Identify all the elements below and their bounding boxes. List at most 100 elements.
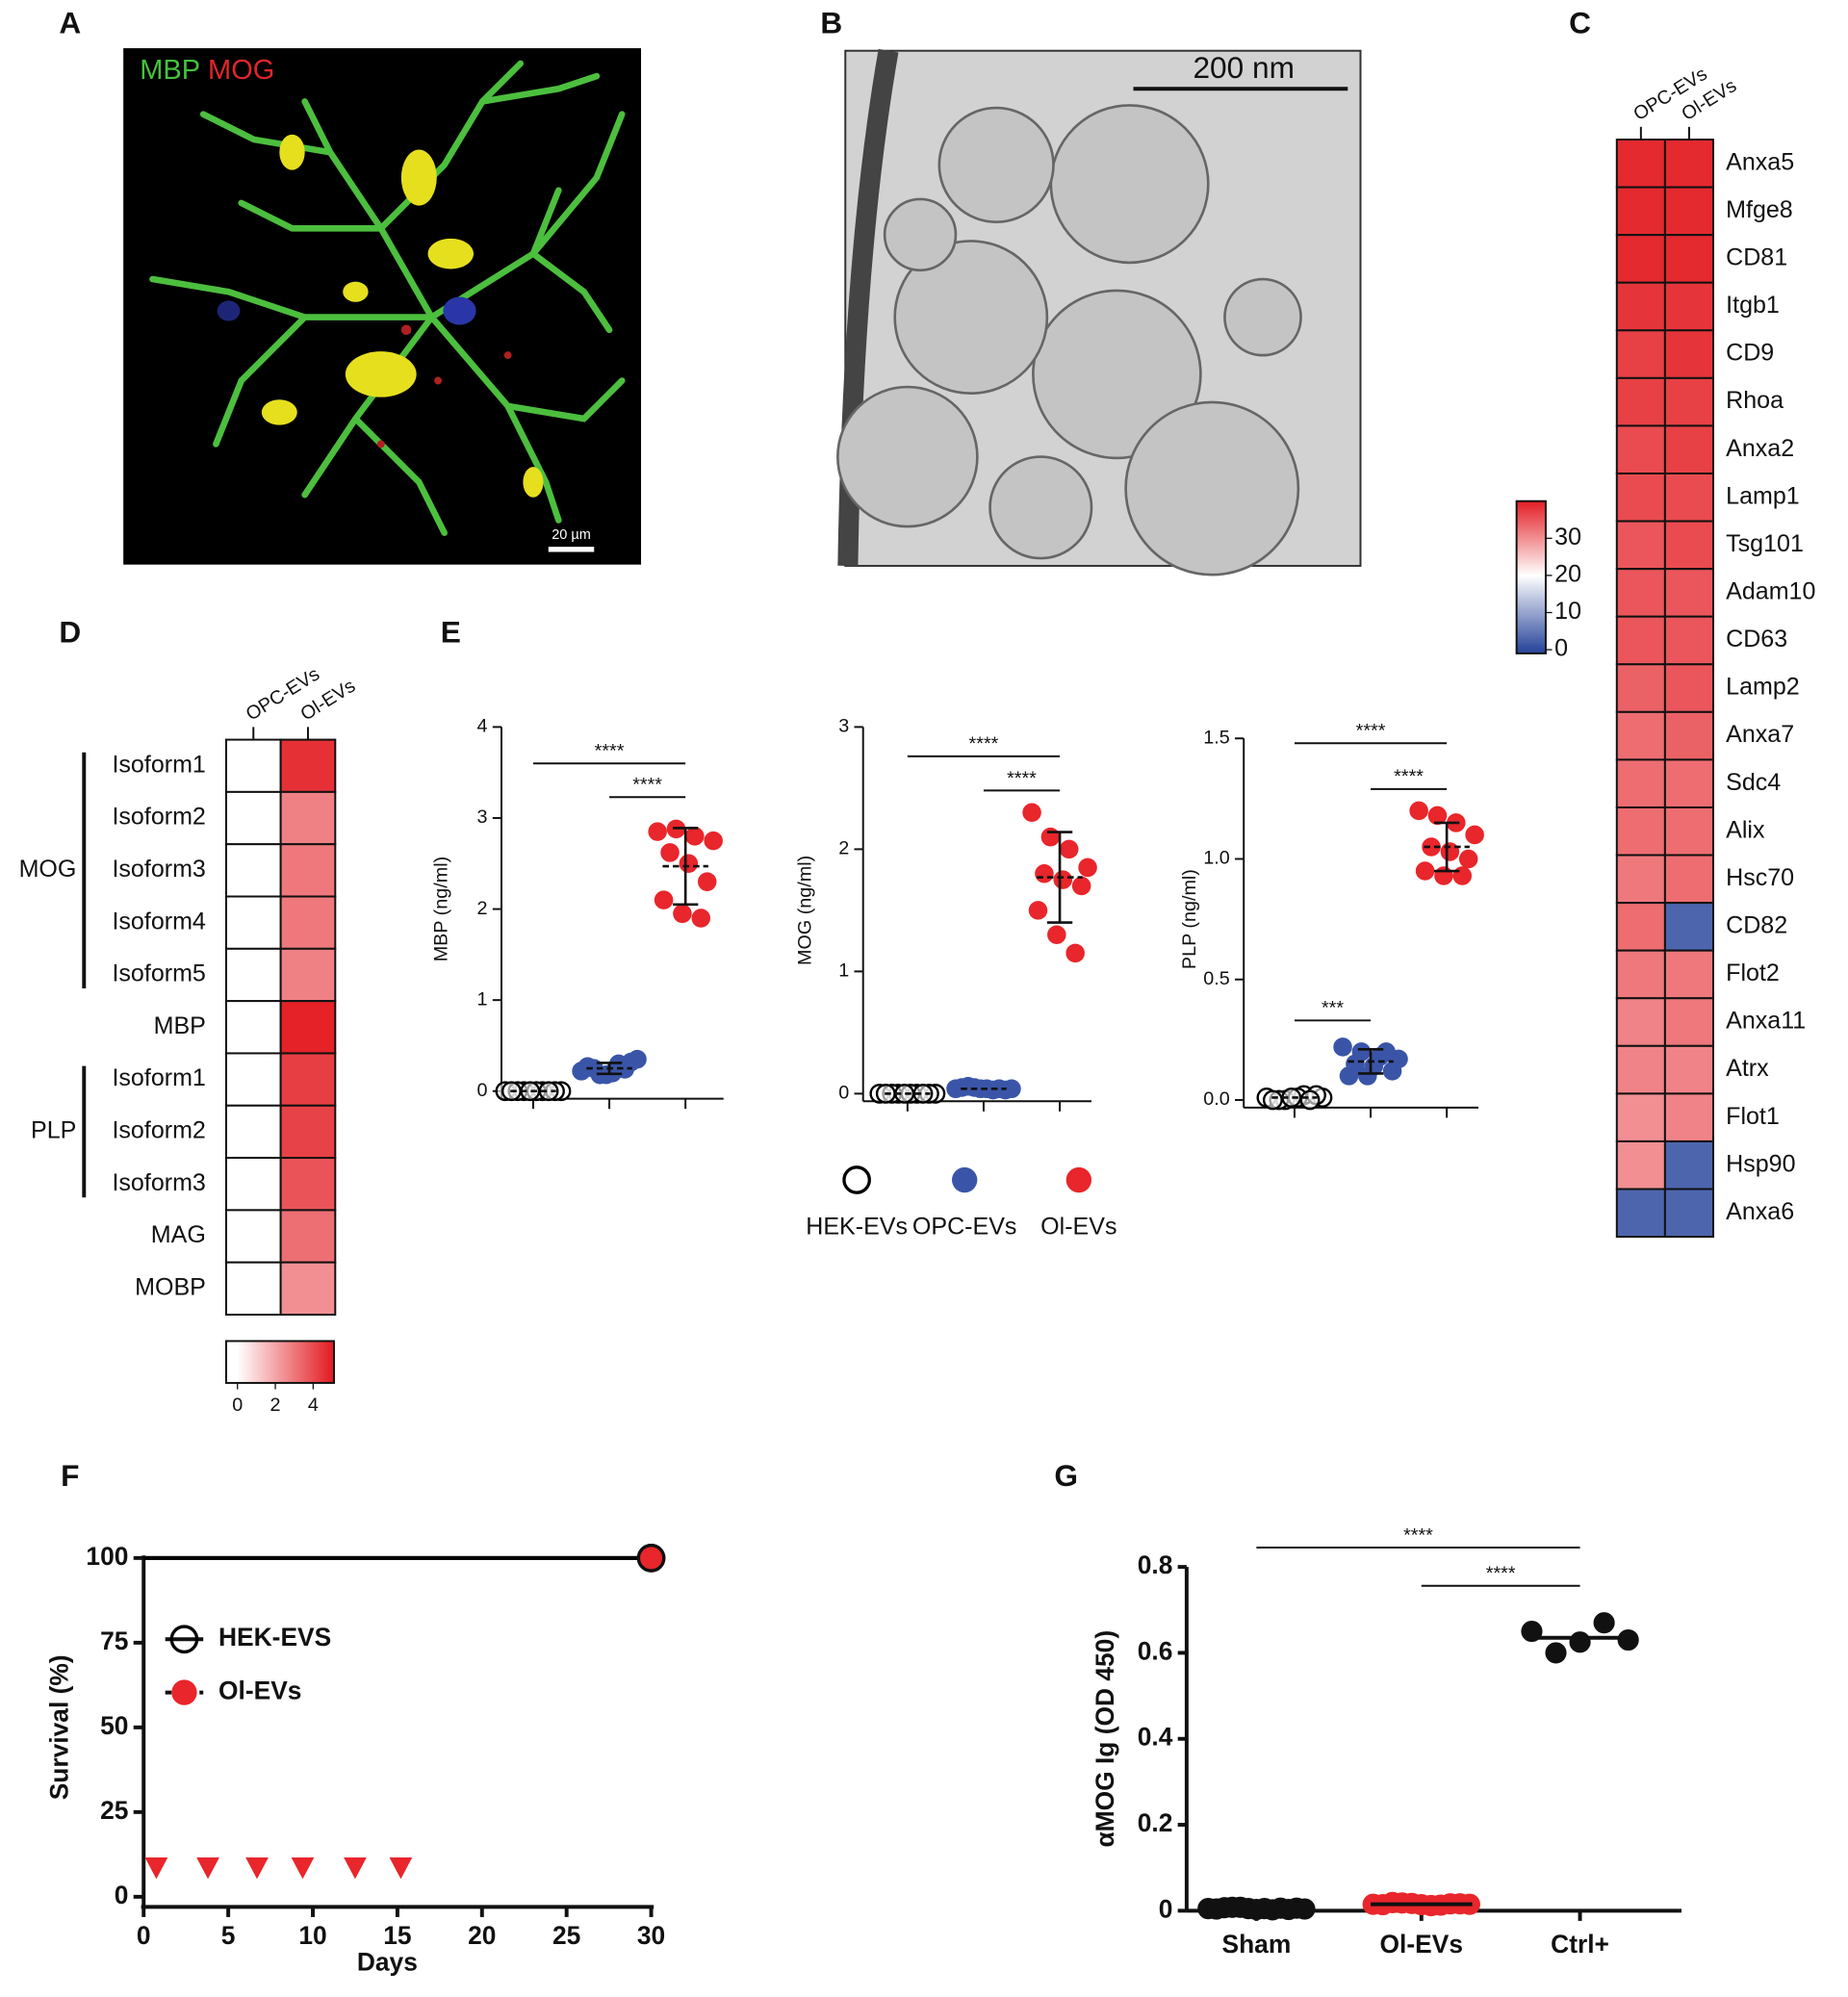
heatmap-cell	[279, 947, 337, 1003]
data-point	[685, 827, 705, 846]
legend-label: OPC-EVs	[912, 1214, 1017, 1241]
row-label: Flot1	[1726, 1103, 1780, 1130]
data-point	[704, 831, 723, 851]
scale-bar-label: 20 µm	[552, 527, 591, 543]
significance-label: ****	[1394, 766, 1424, 787]
panel-letter: A	[59, 6, 81, 40]
data-point	[679, 854, 699, 874]
row-label: Anxa11	[1726, 1008, 1806, 1035]
data-point	[648, 822, 667, 841]
heatmap-cell	[1663, 520, 1714, 571]
heatmap-cell	[1663, 1188, 1714, 1239]
heatmap-cell	[1615, 1139, 1666, 1191]
y-tick-label: 0.5	[1203, 968, 1229, 989]
row-label: Alix	[1726, 816, 1765, 843]
significance-label: ****	[1403, 1524, 1433, 1546]
row-label: MAG	[151, 1221, 206, 1248]
data-point	[1022, 803, 1041, 823]
data-point	[1065, 943, 1085, 963]
y-axis-label: MBP (ng/ml)	[430, 857, 451, 961]
legend-marker	[171, 1679, 197, 1705]
x-tick-label: Ol-EVs	[1380, 1930, 1463, 1959]
row-label: Itgb1	[1726, 292, 1780, 319]
stain-labels: MBP MOG	[140, 54, 274, 85]
row-label: Lamp1	[1726, 482, 1800, 509]
data-point	[989, 1079, 1009, 1099]
heatmap-cell	[279, 1000, 337, 1055]
colorbar	[1515, 499, 1547, 654]
injection-marker	[344, 1856, 367, 1880]
y-tick-label: 0	[838, 1083, 849, 1104]
heatmap-cell	[1615, 949, 1666, 1000]
y-tick-label: 2	[477, 898, 488, 919]
injection-marker	[196, 1856, 219, 1880]
heatmap-cell	[224, 947, 282, 1003]
heatmap-cell	[279, 1261, 337, 1317]
panel-letter: D	[59, 615, 81, 650]
colorbar-tick-label: 0	[1554, 635, 1568, 662]
data-point	[1376, 1042, 1396, 1062]
heatmap-cell	[224, 1157, 282, 1212]
legend-marker	[1065, 1166, 1092, 1193]
row-label: Atrx	[1726, 1055, 1769, 1082]
y-tick-label: 1.0	[1203, 848, 1229, 869]
row-label: Isoform3	[112, 1169, 205, 1196]
row-label: Lamp2	[1726, 674, 1800, 701]
x-tick-label: 15	[383, 1921, 411, 1950]
data-point	[1262, 1089, 1283, 1111]
heatmap-cell	[279, 1157, 337, 1212]
micrograph-a	[123, 48, 642, 565]
x-tick-label: 0	[137, 1921, 151, 1950]
scale-bar-label: 200 nm	[1193, 50, 1294, 85]
heatmap-cell	[1615, 663, 1666, 713]
heatmap-cell	[1615, 234, 1666, 284]
row-label: CD82	[1726, 911, 1787, 938]
row-label: Anxa5	[1726, 148, 1794, 175]
row-label: Anxa7	[1726, 721, 1794, 748]
end-marker	[636, 1544, 666, 1573]
heatmap-cell	[1615, 520, 1666, 571]
significance-label: ***	[1322, 998, 1344, 1019]
data-point	[1382, 1062, 1402, 1081]
significance-label: ****	[632, 775, 662, 796]
y-tick-label: 4	[477, 716, 488, 737]
row-label: Rhoa	[1726, 387, 1784, 414]
heatmap-cell	[1615, 758, 1666, 808]
row-label: Isoform1	[112, 751, 205, 778]
heatmap-cell	[1615, 376, 1666, 427]
heatmap-cell	[1663, 663, 1714, 713]
heatmap-cell	[1663, 902, 1714, 952]
legend-label: HEK-EVS	[218, 1623, 331, 1651]
data-point	[1452, 866, 1473, 885]
y-tick-label: 0	[477, 1080, 488, 1101]
heatmap-cell	[1663, 615, 1714, 666]
row-label: Anxa6	[1726, 1198, 1794, 1225]
legend-marker	[842, 1165, 871, 1194]
data-point	[654, 890, 674, 909]
x-tick-label: 25	[552, 1921, 580, 1950]
heatmap-cell	[1663, 424, 1714, 474]
y-tick-label: 50	[100, 1711, 128, 1740]
heatmap-cell	[1615, 329, 1666, 379]
heatmap-cell	[224, 1052, 282, 1107]
y-tick-label: 3	[477, 806, 488, 828]
y-tick-label: 0.2	[1138, 1808, 1173, 1837]
data-point	[1040, 827, 1061, 847]
heatmap-cell	[1615, 806, 1666, 857]
x-tick-label: 10	[298, 1921, 326, 1950]
data-point	[1358, 1066, 1377, 1086]
group-label: PLP	[31, 1117, 76, 1144]
row-label: Isoform1	[112, 1064, 205, 1091]
heatmap-cell	[224, 1000, 282, 1055]
heatmap-cell	[1663, 1092, 1714, 1142]
heatmap-cell	[224, 1209, 282, 1264]
data-point	[1465, 825, 1484, 845]
data-point	[660, 843, 680, 862]
legend-label: Ol-EVs	[218, 1677, 301, 1705]
heatmap-cell	[224, 895, 282, 950]
data-point	[1047, 925, 1066, 945]
data-point	[1440, 842, 1460, 861]
data-point	[1059, 839, 1079, 859]
heatmap-cell	[1663, 758, 1714, 808]
